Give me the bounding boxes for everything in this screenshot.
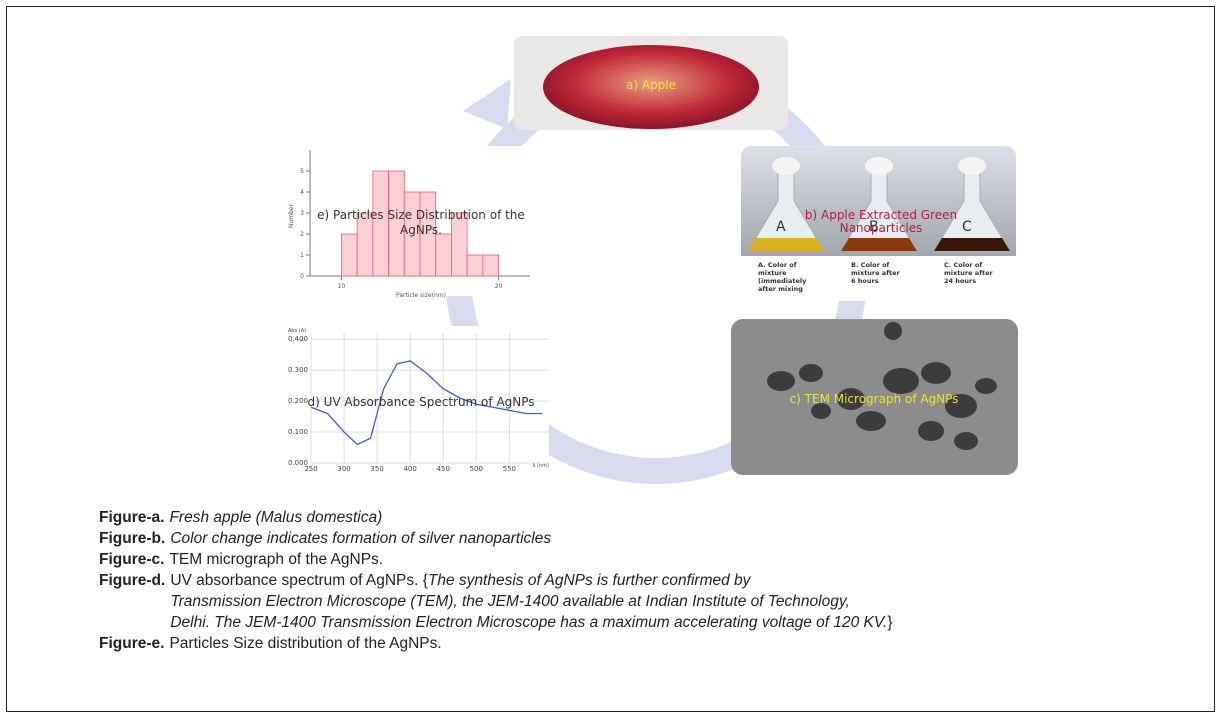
histogram-bar <box>483 255 499 276</box>
caption-text: Particles Size distribution of the AgNPs… <box>169 635 441 652</box>
histogram-bar <box>451 213 467 276</box>
caption-line: Delhi. The JEM-1400 Transmission Electro… <box>170 612 892 633</box>
arrow-head <box>463 79 511 129</box>
y-tick-label: 5 <box>300 168 304 175</box>
caption: Figure-e. Particles Size distribution of … <box>99 633 893 654</box>
x-tick-label: 500 <box>470 465 483 473</box>
y-tick-label: 0 <box>300 273 304 280</box>
histogram-bar <box>467 255 483 276</box>
panel-label: d) UV Absorbance Spectrum of AgNPs <box>307 395 534 409</box>
caption-text: TEM micrograph of the AgNPs. <box>169 551 383 568</box>
liquid <box>934 238 1010 251</box>
y-tick-label: 3 <box>300 210 304 217</box>
histogram-bar <box>341 234 357 276</box>
caption-line: Color change indicates formation of silv… <box>170 528 551 549</box>
caption-label: Figure-b. <box>99 528 165 549</box>
caption-text: } <box>887 614 892 631</box>
caption-text: Transmission Electron Microscope (TEM), … <box>170 593 849 610</box>
caption-label: Figure-c. <box>99 549 164 570</box>
x-tick-label: 20 <box>495 283 503 290</box>
caption-line: Fresh apple (Malus domestica) <box>169 507 382 528</box>
caption-line: Transmission Electron Microscope (TEM), … <box>170 591 892 612</box>
caption-body: Color change indicates formation of silv… <box>170 528 551 549</box>
x-tick-label: 450 <box>437 465 450 473</box>
flask-letter: A <box>776 219 786 235</box>
y-tick-label: 0.300 <box>288 366 308 374</box>
stopper <box>958 157 986 175</box>
panel-label: a) Apple <box>626 78 676 92</box>
caption-line: UV absorbance spectrum of AgNPs. {The sy… <box>170 570 892 591</box>
x-tick-label: 350 <box>370 465 383 473</box>
caption-text: Delhi. The JEM-1400 Transmission Electro… <box>170 614 887 631</box>
x-tick-label: 10 <box>338 283 346 290</box>
x-tick-label: 400 <box>403 465 416 473</box>
liquid <box>841 238 917 251</box>
y-axis-label: Number <box>288 203 295 228</box>
caption-label: Figure-e. <box>99 633 164 654</box>
caption-label: Figure-a. <box>99 507 164 528</box>
x-tick-label: 300 <box>337 465 350 473</box>
caption: Figure-b. Color change indicates formatio… <box>99 528 893 549</box>
caption-text: The synthesis of AgNPs is further confir… <box>428 572 750 589</box>
histogram-bar <box>436 234 452 276</box>
panel-label: c) TEM Micrograph of AgNPs <box>790 392 959 406</box>
x-axis-label: Particle size(nm) <box>396 292 446 299</box>
caption: Figure-c. TEM micrograph of the AgNPs. <box>99 549 893 570</box>
caption-text: UV absorbance spectrum of AgNPs. { <box>170 572 428 589</box>
caption-body: TEM micrograph of the AgNPs. <box>169 549 383 570</box>
caption-text: Color change indicates formation of silv… <box>170 530 551 547</box>
stopper <box>865 157 893 175</box>
y-tick-label: 0.100 <box>288 428 308 436</box>
caption-label: Figure-d. <box>99 570 165 633</box>
caption-body: Fresh apple (Malus domestica) <box>169 507 382 528</box>
x-tick-label: 550 <box>503 465 516 473</box>
caption: Figure-a. Fresh apple (Malus domestica) <box>99 507 893 528</box>
x-tick-label: 250 <box>304 465 317 473</box>
histogram-bar <box>357 213 373 276</box>
y-tick-label: 4 <box>300 189 304 196</box>
stopper <box>772 157 800 175</box>
caption-text: Fresh apple (Malus domestica) <box>169 509 382 526</box>
y-unit: Abs (A) <box>288 328 306 334</box>
captions: Figure-a.Fresh apple (Malus domestica)Fi… <box>99 507 893 654</box>
caption-body: Particles Size distribution of the AgNPs… <box>169 633 441 654</box>
y-tick-label: 0.200 <box>288 397 308 405</box>
y-tick-label: 0.400 <box>288 335 308 343</box>
flask-letter: C <box>962 219 972 235</box>
liquid <box>748 238 824 251</box>
caption: Figure-d.UV absorbance spectrum of AgNPs… <box>99 570 893 633</box>
caption-line: TEM micrograph of the AgNPs. <box>169 549 383 570</box>
x-unit: λ (nm) <box>533 463 550 469</box>
y-tick-label: 1 <box>300 252 304 259</box>
histogram-bar <box>373 171 389 276</box>
caption-line: Particles Size distribution of the AgNPs… <box>169 633 441 654</box>
y-tick-label: 2 <box>300 231 304 238</box>
caption-body: UV absorbance spectrum of AgNPs. {The sy… <box>170 570 892 633</box>
